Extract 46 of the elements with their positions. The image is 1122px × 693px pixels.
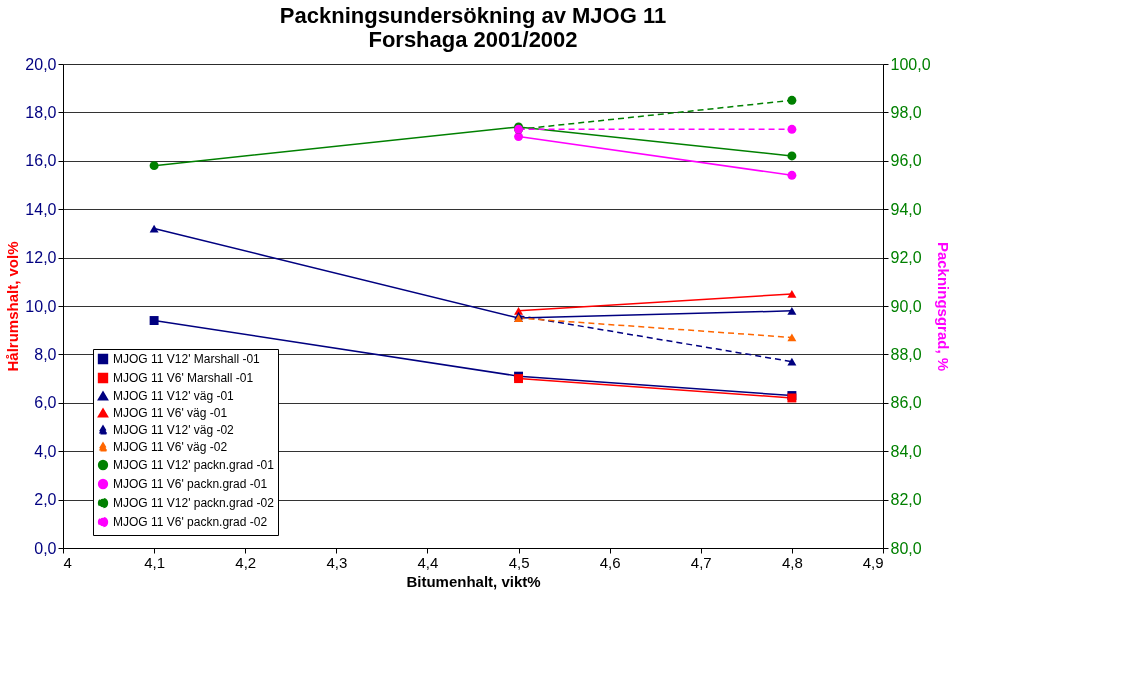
x-tick-label: 4 xyxy=(63,553,72,571)
y-tick-label: 20,0 xyxy=(25,55,57,73)
legend-label: MJOG 11 V12' väg -01 xyxy=(113,389,235,403)
y-tick-label: 10,0 xyxy=(25,297,57,315)
legend-label: MJOG 11 V12' Marshall -01 xyxy=(113,352,261,366)
chart-title: Packningsundersökning av MJOG 11 Forshaga 2001/2002 xyxy=(279,3,667,52)
y-tick-label: 6,0 xyxy=(34,394,57,412)
x-tick-label: 4,1 xyxy=(144,553,166,571)
y-tick-label: 12,0 xyxy=(25,249,57,267)
x-tick-label: 4,3 xyxy=(326,553,348,571)
y2-tick-label: 90,0 xyxy=(890,297,922,315)
y-tick-label: 16,0 xyxy=(25,152,57,170)
legend-label: MJOG 11 V12' packn.grad -01 xyxy=(113,458,275,472)
legend-label: MJOG 11 V6' väg -02 xyxy=(113,440,228,454)
y2-tick-label: 84,0 xyxy=(890,442,922,460)
y2-axis-title: Packningsgrad, % xyxy=(934,241,952,372)
legend-label: MJOG 11 V6' packn.grad -01 xyxy=(113,477,268,491)
y2-tick-label: 96,0 xyxy=(890,152,922,170)
y2-tick-label: 100,0 xyxy=(890,55,931,73)
y2-tick-label: 94,0 xyxy=(890,200,922,218)
x-tick-label: 4,2 xyxy=(235,553,257,571)
legend-label: MJOG 11 V6' packn.grad -02 xyxy=(113,515,268,529)
y2-tick-label: 80,0 xyxy=(890,539,922,557)
y-tick-label: 18,0 xyxy=(25,103,57,121)
x-tick-label: 4,7 xyxy=(690,553,712,571)
x-axis-title: Bitumenhalt, vikt% xyxy=(406,572,541,590)
y2-tick-label: 98,0 xyxy=(890,103,922,121)
y-tick-label: 14,0 xyxy=(25,200,57,218)
x-tick-label: 4,9 xyxy=(862,553,884,571)
y-axis-title: Hålrumshalt, vol% xyxy=(4,241,22,372)
x-tick-label: 4,8 xyxy=(781,553,803,571)
legend-label: MJOG 11 V12' väg -02 xyxy=(113,423,235,437)
y2-tick-label: 92,0 xyxy=(890,249,922,267)
y2-tick-label: 88,0 xyxy=(890,345,922,363)
y2-tick-label: 82,0 xyxy=(890,491,922,509)
legend-label: MJOG 11 V6' väg -01 xyxy=(113,406,228,420)
x-tick-label: 4,4 xyxy=(417,553,439,571)
x-tick-label: 4,6 xyxy=(599,553,621,571)
legend-label: MJOG 11 V6' Marshall -01 xyxy=(113,371,254,385)
y-tick-label: 2,0 xyxy=(34,491,57,509)
y-tick-label: 8,0 xyxy=(34,345,57,363)
legend-label: MJOG 11 V12' packn.grad -02 xyxy=(113,496,275,510)
y2-tick-label: 86,0 xyxy=(890,394,922,412)
y-tick-label: 4,0 xyxy=(34,442,57,460)
x-tick-label: 4,5 xyxy=(508,553,530,571)
y-tick-label: 0,0 xyxy=(34,539,57,557)
